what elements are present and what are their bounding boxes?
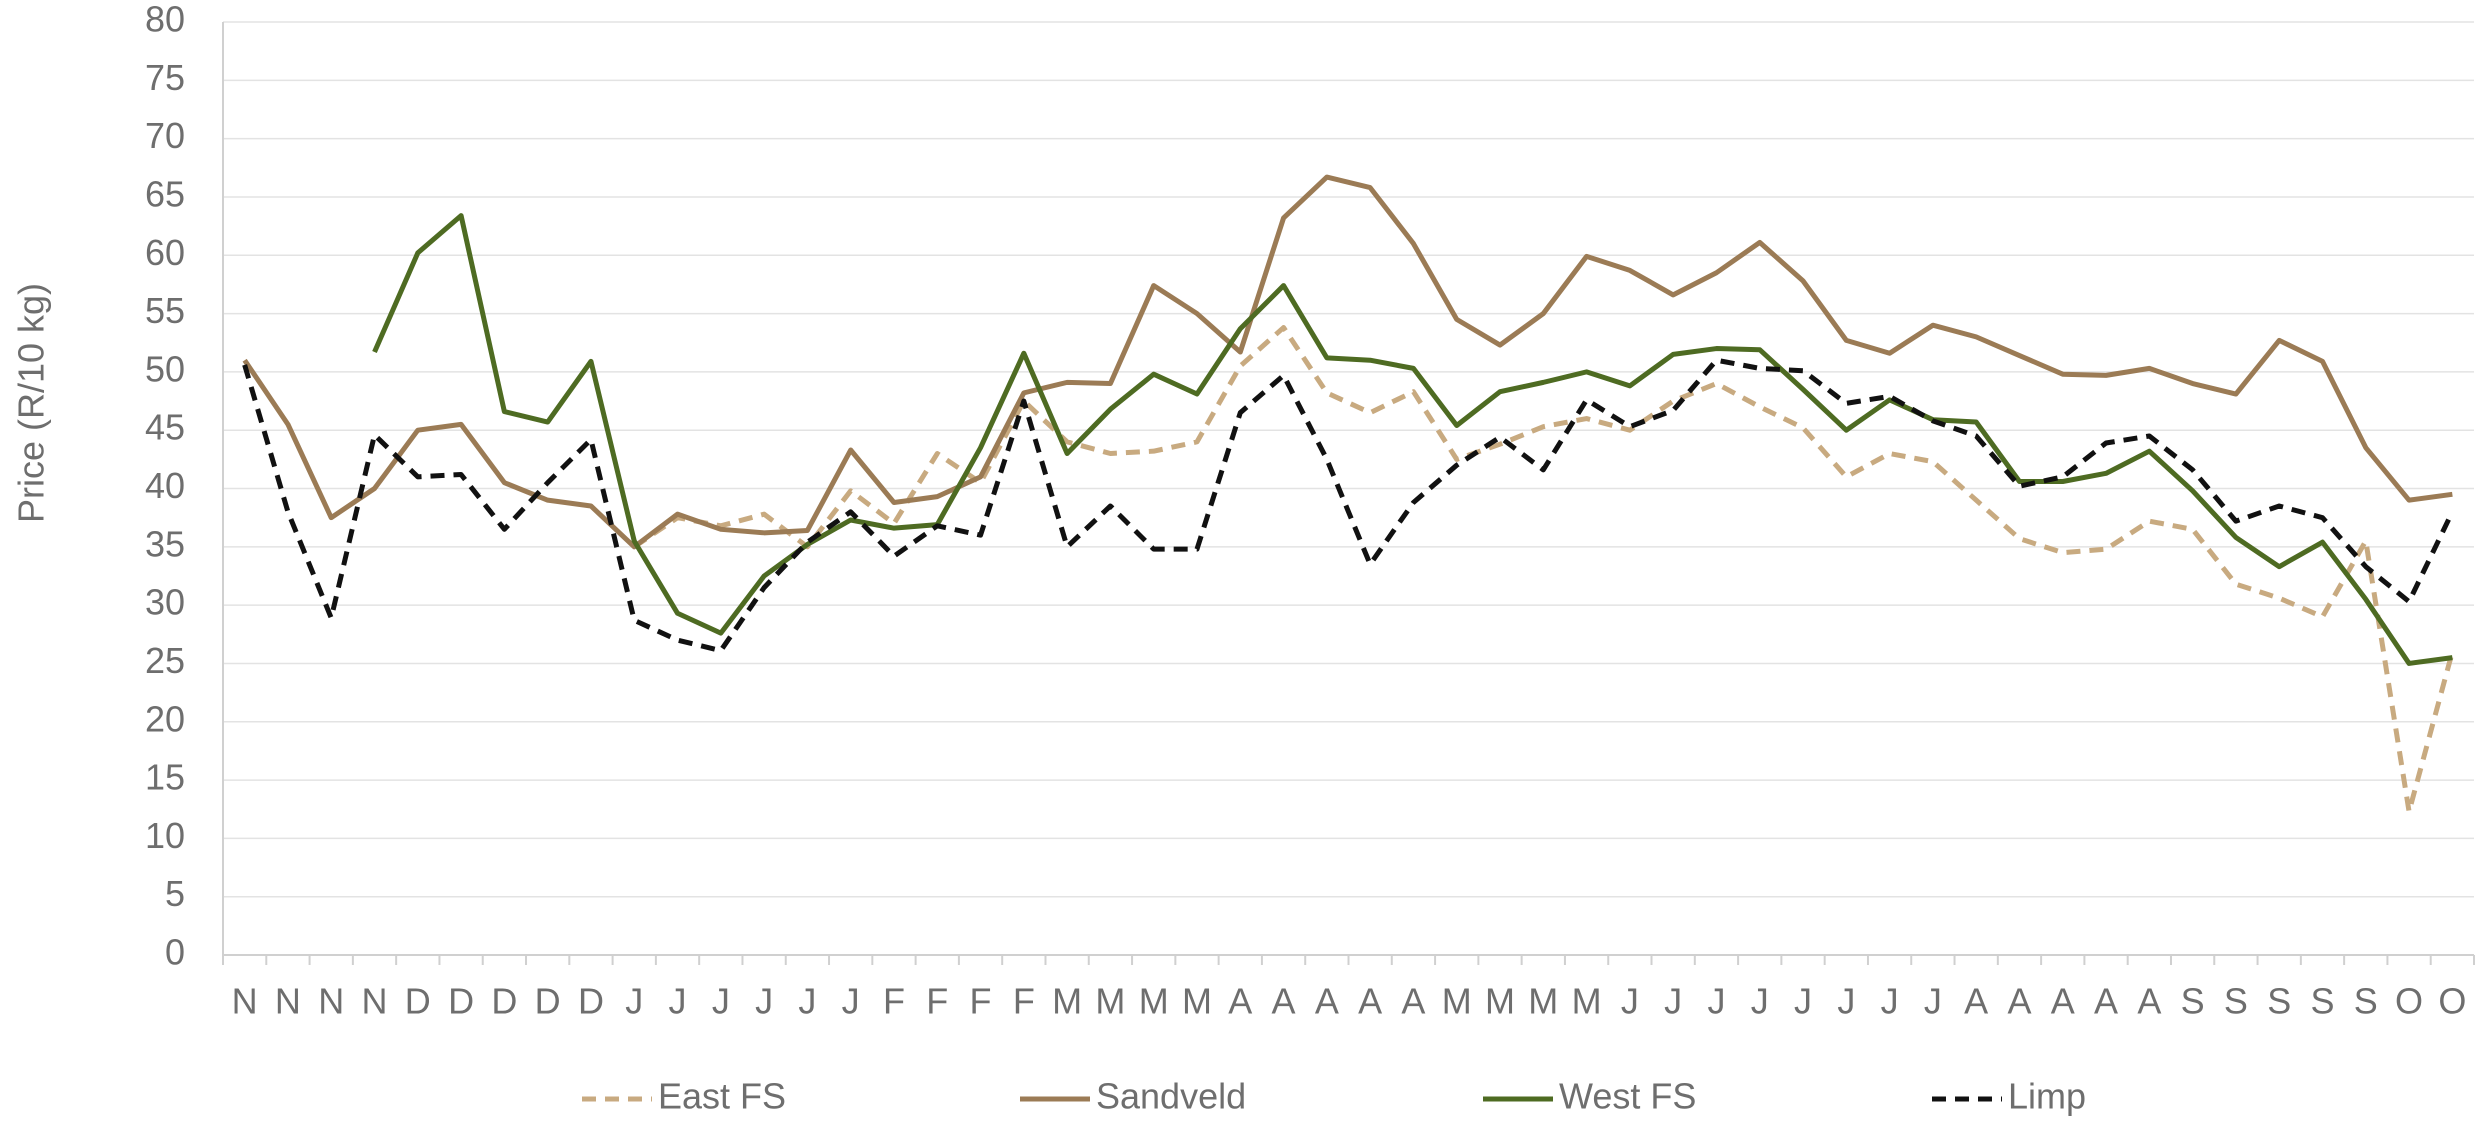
- x-tick-label: S: [2267, 981, 2291, 1022]
- legend-label: Limp: [2008, 1076, 2086, 1117]
- x-tick-label: A: [1228, 981, 1252, 1022]
- x-tick-label: M: [1485, 981, 1515, 1022]
- x-tick-label: J: [755, 981, 773, 1022]
- x-tick-label: N: [318, 981, 344, 1022]
- y-tick-label: 25: [145, 640, 185, 681]
- y-tick-label: 75: [145, 57, 185, 98]
- x-tick-label: J: [625, 981, 643, 1022]
- x-tick-label: A: [1401, 981, 1425, 1022]
- x-tick-label: J: [1707, 981, 1725, 1022]
- y-tick-label: 35: [145, 523, 185, 564]
- x-tick-label: J: [669, 981, 687, 1022]
- x-tick-label: S: [2181, 981, 2205, 1022]
- x-tick-label: J: [1751, 981, 1769, 1022]
- x-tick-label: M: [1052, 981, 1082, 1022]
- x-tick-label: F: [883, 981, 905, 1022]
- legend-label: West FS: [1559, 1076, 1696, 1117]
- x-tick-label: A: [2137, 981, 2161, 1022]
- series-line: [242, 357, 2455, 654]
- legend-label: Sandveld: [1096, 1076, 1246, 1117]
- x-tick-label: D: [405, 981, 431, 1022]
- x-tick-label: J: [798, 981, 816, 1022]
- x-tick-label: A: [1358, 981, 1382, 1022]
- x-tick-label: A: [2007, 981, 2031, 1022]
- y-tick-label: 60: [145, 232, 185, 273]
- y-tick-label: 10: [145, 815, 185, 856]
- x-tick-label: M: [1572, 981, 1602, 1022]
- x-tick-label: J: [1621, 981, 1639, 1022]
- series-line: [632, 325, 2455, 815]
- x-tick-label: S: [2224, 981, 2248, 1022]
- x-tick-label: J: [1794, 981, 1812, 1022]
- x-tick-label: M: [1139, 981, 1169, 1022]
- x-tick-label: M: [1182, 981, 1212, 1022]
- x-tick-label: M: [1095, 981, 1125, 1022]
- y-tick-label: 65: [145, 173, 185, 214]
- x-tick-label: D: [448, 981, 474, 1022]
- y-tick-label: 20: [145, 698, 185, 739]
- x-tick-label: F: [1013, 981, 1035, 1022]
- x-tick-label: J: [842, 981, 860, 1022]
- legend-label: East FS: [658, 1076, 786, 1117]
- x-tick-label: F: [926, 981, 948, 1022]
- y-tick-label: 5: [165, 873, 185, 914]
- y-tick-label: 70: [145, 115, 185, 156]
- x-tick-label: J: [1837, 981, 1855, 1022]
- series-line: [372, 213, 2453, 666]
- x-tick-label: D: [578, 981, 604, 1022]
- y-tick-label: 80: [145, 0, 185, 40]
- x-tick-label: J: [1881, 981, 1899, 1022]
- x-tick-label: A: [2051, 981, 2075, 1022]
- x-tick-label: D: [535, 981, 561, 1022]
- x-tick-label: J: [712, 981, 730, 1022]
- x-tick-label: N: [362, 981, 388, 1022]
- x-tick-label: F: [970, 981, 992, 1022]
- y-tick-label: 55: [145, 290, 185, 331]
- y-tick-label: 40: [145, 465, 185, 506]
- series-line: [242, 174, 2453, 550]
- x-tick-label: A: [2094, 981, 2118, 1022]
- y-axis-title: Price (R/10 kg): [11, 283, 52, 523]
- x-tick-label: S: [2310, 981, 2334, 1022]
- x-tick-label: A: [1964, 981, 1988, 1022]
- x-tick-label: J: [1664, 981, 1682, 1022]
- y-tick-label: 0: [165, 932, 185, 973]
- x-tick-label: J: [1924, 981, 1942, 1022]
- x-tick-label: M: [1442, 981, 1472, 1022]
- x-tick-label: N: [232, 981, 258, 1022]
- x-tick-label: O: [2438, 981, 2466, 1022]
- x-tick-label: A: [1315, 981, 1339, 1022]
- x-tick-label: M: [1528, 981, 1558, 1022]
- y-tick-label: 15: [145, 757, 185, 798]
- x-tick-label: A: [1272, 981, 1296, 1022]
- x-tick-label: O: [2395, 981, 2423, 1022]
- y-tick-label: 45: [145, 407, 185, 448]
- x-tick-label: S: [2354, 981, 2378, 1022]
- y-tick-label: 50: [145, 348, 185, 389]
- y-tick-label: 30: [145, 582, 185, 623]
- x-tick-label: N: [275, 981, 301, 1022]
- x-tick-label: D: [491, 981, 517, 1022]
